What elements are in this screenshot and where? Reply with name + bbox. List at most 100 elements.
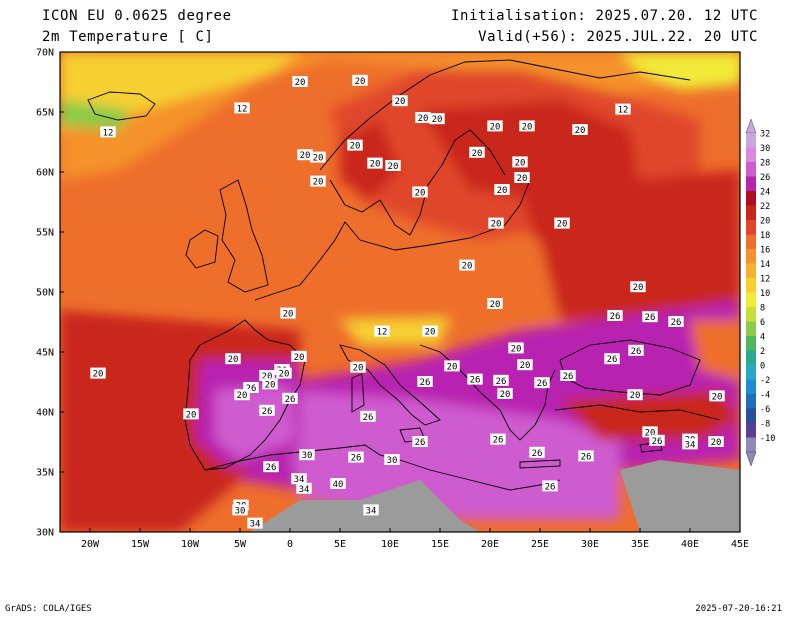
contour-label-box bbox=[417, 376, 433, 387]
colorbar-swatch bbox=[746, 365, 756, 380]
contour-label: 20 bbox=[186, 410, 197, 420]
colorbar-label: -6 bbox=[760, 405, 770, 415]
contour-label: 20 bbox=[418, 114, 429, 124]
colorbar-label: 20 bbox=[760, 217, 770, 227]
contour-label: 20 bbox=[313, 178, 324, 188]
colorbar-label: 12 bbox=[760, 275, 770, 285]
contour-label-box bbox=[607, 310, 623, 321]
colorbar-swatch bbox=[746, 408, 756, 424]
contour-label-box bbox=[363, 504, 379, 516]
contour-label: 30 bbox=[235, 506, 246, 516]
colorbar-label: 2 bbox=[760, 347, 765, 357]
contour-label-box bbox=[310, 151, 326, 163]
contour-label: 20 bbox=[491, 220, 502, 230]
contour-label-box bbox=[291, 350, 307, 362]
contour-label: 12 bbox=[103, 128, 114, 138]
contour-label-box bbox=[467, 373, 483, 385]
contour-label-box bbox=[234, 389, 250, 401]
contour-label-box bbox=[292, 76, 308, 87]
contour-label-box bbox=[385, 160, 401, 171]
colorbar-top-arrow bbox=[745, 118, 757, 134]
contour-label: 34 bbox=[299, 485, 310, 495]
contour-label-box bbox=[276, 367, 292, 379]
colorbar-label: 28 bbox=[760, 159, 770, 169]
contour-label: 34 bbox=[685, 440, 696, 450]
colorbar-label: 8 bbox=[760, 304, 765, 314]
contour-label-box bbox=[422, 325, 438, 337]
contour-label-box bbox=[708, 436, 724, 447]
contour-label: 34 bbox=[294, 475, 305, 485]
colorbar-label: -4 bbox=[760, 391, 770, 401]
colorbar-swatch bbox=[746, 133, 756, 148]
contour-label-box bbox=[347, 139, 363, 151]
contour-labels: 20 20 12 12 12 20 20 20 20 20 20 20 20 20 20 20 20 20 20 20… bbox=[90, 74, 725, 530]
contour-label: 26 bbox=[532, 449, 543, 459]
contour-label: 26 bbox=[631, 347, 642, 357]
contour-label-box bbox=[234, 102, 250, 114]
contour-label-box bbox=[487, 298, 503, 309]
contour-label-box bbox=[497, 388, 513, 399]
contour-label: 26 bbox=[537, 379, 548, 389]
model-title: ICON EU 0.0625 degree bbox=[42, 8, 232, 24]
colorbar-swatch bbox=[746, 249, 756, 264]
lon-tick-label: 15E bbox=[431, 539, 449, 550]
contour-label: 20 bbox=[395, 97, 406, 107]
colorbar-label: 6 bbox=[760, 318, 765, 328]
contour-label: 26 bbox=[246, 384, 257, 394]
contour-label-box bbox=[628, 344, 644, 356]
colorbar-swatch bbox=[746, 350, 756, 366]
colorbar-swatch bbox=[746, 176, 756, 192]
contour-label: 20 bbox=[520, 361, 531, 371]
contour-label-box bbox=[429, 113, 445, 125]
colorbar-swatch bbox=[746, 220, 756, 235]
contour-label-box bbox=[291, 473, 307, 485]
contour-label-box bbox=[243, 382, 259, 393]
contour-label: 20 bbox=[500, 390, 511, 400]
colorbar-label: -10 bbox=[760, 434, 775, 444]
contour-label: 26 bbox=[363, 413, 374, 423]
lat-tick-label: 50N bbox=[36, 288, 54, 299]
contour-label: 20 bbox=[279, 370, 290, 380]
contour-label: 30 bbox=[387, 456, 398, 466]
contour-label: 30 bbox=[302, 451, 313, 461]
contour-label: 26 bbox=[262, 407, 273, 417]
colorbar-swatch bbox=[746, 321, 756, 337]
contour-label: 26 bbox=[652, 437, 663, 447]
lon-tick-label: 10E bbox=[381, 539, 399, 550]
colorbar-swatch bbox=[746, 394, 756, 409]
contour-label: 20 bbox=[300, 151, 311, 161]
contour-label-box bbox=[330, 478, 346, 489]
contour-label-box bbox=[494, 184, 510, 195]
colorbar-label: 22 bbox=[760, 202, 770, 212]
contour-label: 12 bbox=[237, 104, 248, 114]
lon-tick-label: 5W bbox=[234, 539, 247, 550]
contour-label-box bbox=[572, 124, 588, 135]
init-time: Initialisation: 2025.07.20. 12 UTC bbox=[451, 8, 758, 24]
contour-label: 26 bbox=[545, 482, 556, 492]
lat-tick-label: 65N bbox=[36, 108, 54, 119]
contour-label: 26 bbox=[563, 372, 574, 382]
colorbar-label: 26 bbox=[760, 173, 770, 183]
contour-label-box bbox=[459, 259, 475, 271]
colorbar-swatch bbox=[746, 423, 756, 438]
contour-label-box bbox=[534, 377, 550, 389]
colorbar-swatch bbox=[746, 437, 756, 453]
contour-label: 20 bbox=[462, 262, 473, 272]
contour-label-box bbox=[709, 390, 725, 402]
contour-label-box bbox=[642, 311, 658, 323]
contour-label-box bbox=[642, 426, 658, 438]
contour-label-box bbox=[367, 157, 383, 169]
lon-tick-label: 15W bbox=[131, 539, 150, 550]
longitude-axis: 20W 15W 10W 5W 0 5E 10E 15E 20E 25E 30E 35E 40E 45E bbox=[81, 528, 749, 550]
lon-tick-label: 35E bbox=[631, 539, 649, 550]
contour-label: 20 bbox=[633, 283, 644, 293]
latitude-axis: 70N 65N 60N 55N 50N 45N 40N 35N 30N bbox=[36, 48, 64, 539]
contour-label: 20 bbox=[557, 220, 568, 230]
coastlines bbox=[87, 59, 721, 491]
colorbar-label: 18 bbox=[760, 231, 770, 241]
lat-tick-label: 45N bbox=[36, 348, 54, 359]
lat-tick-label: 55N bbox=[36, 228, 54, 239]
field-layer bbox=[60, 52, 740, 532]
lon-tick-label: 25E bbox=[531, 539, 549, 550]
